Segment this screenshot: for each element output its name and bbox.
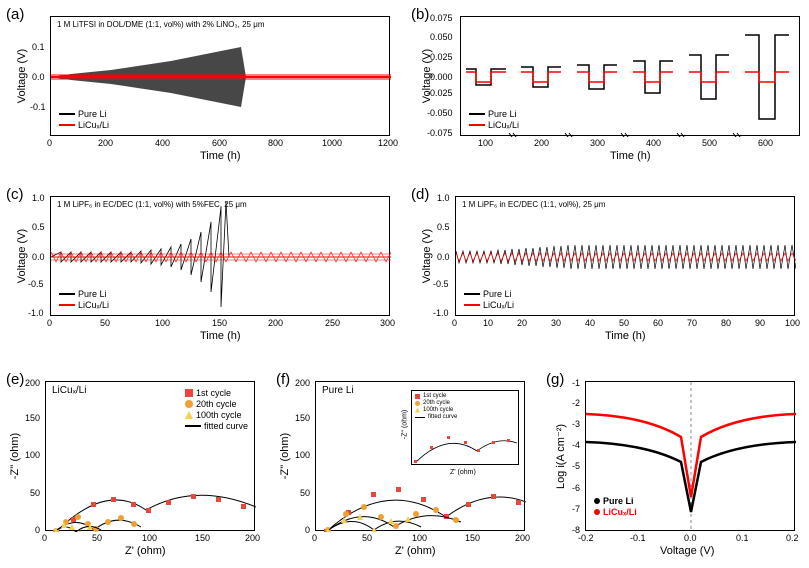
panel-a: (a) 1 M LiTFSI in DOL/DME (1:1, vol%) wi…: [0, 0, 400, 170]
xlabel-b: Time (h): [610, 150, 651, 162]
panel-c: (c) 1 M LiPF₆ in EC/DEC (1:1, vol%) with…: [0, 180, 400, 350]
xlabel-c: Time (h): [200, 330, 241, 342]
xlabel-f: Z' (ohm): [395, 545, 436, 557]
plot-area-b: Pure Li LiCuₓ/Li: [460, 16, 800, 136]
legend-g: Pure Li LiCuₓ/Li: [594, 496, 637, 518]
panel-f: (f) Pure Li 1st: [270, 365, 535, 565]
plot-area-d: 1 M LiPF₆ in EC/DEC (1:1, vol%), 25 μm P…: [455, 196, 795, 316]
panel-e: (e) LiCuₓ/Li 1st cycle 20th cycle 100th …: [0, 365, 265, 565]
ylabel-d: Voltage (V): [421, 229, 433, 283]
legend-d: Pure Li LiCuₓ/Li: [464, 289, 514, 311]
plot-area-c: 1 M LiPF₆ in EC/DEC (1:1, vol%) with 5%F…: [50, 196, 390, 316]
plot-area-e: LiCuₓ/Li 1st cycle 20th cycle 100th cycl…: [45, 381, 255, 531]
ylabel-c: Voltage (V): [16, 229, 28, 283]
panel-label-e: (e): [6, 371, 24, 388]
ylabel-a: Voltage (V): [16, 49, 28, 103]
panel-b: (b) Pure Li LiCuₓ/Li Voltage (V) Time (h…: [405, 0, 805, 170]
legend-a: Pure Li LiCuₓ/Li: [59, 109, 109, 131]
legend-b: Pure Li LiCuₓ/Li: [469, 109, 519, 131]
plot-area-g: Pure Li LiCuₓ/Li: [585, 381, 795, 531]
ylabel-e: -Z'' (ohm): [9, 433, 21, 479]
panel-label-b: (b): [411, 6, 429, 23]
annotation-d: 1 M LiPF₆ in EC/DEC (1:1, vol%), 25 μm: [462, 200, 605, 209]
xlabel-g: Voltage (V): [660, 545, 714, 557]
panel-label-a: (a): [6, 6, 24, 23]
ylabel-f: -Z'' (ohm): [279, 433, 291, 479]
inset-f: 1st cycle 20th cycle 100th cycle fitted …: [411, 390, 519, 465]
panel-g: (g) Pure Li LiCuₓ/Li Log i(A cm⁻²) Volta…: [540, 365, 805, 565]
legend-c: Pure Li LiCuₓ/Li: [59, 289, 109, 311]
xlabel-e: Z' (ohm): [125, 545, 166, 557]
panel-d: (d) 1 M LiPF₆ in EC/DEC (1:1, vol%), 25 …: [405, 180, 805, 350]
panel-label-f: (f): [276, 371, 290, 388]
annotation-c: 1 M LiPF₆ in EC/DEC (1:1, vol%) with 5%F…: [57, 200, 247, 209]
panel-label-d: (d): [411, 186, 429, 203]
panel-label-c: (c): [6, 186, 24, 203]
plot-area-f: Pure Li 1st cycle 20th cycle 100th cycle…: [315, 381, 525, 531]
plot-area-a: 1 M LiTFSI in DOL/DME (1:1, vol%) with 2…: [50, 16, 390, 136]
panel-title-e: LiCuₓ/Li: [52, 385, 86, 396]
legend-e: 1st cycle 20th cycle 100th cycle fitted …: [185, 388, 248, 432]
ylabel-g: Log i(A cm⁻²): [554, 424, 567, 489]
panel-label-g: (g): [546, 371, 564, 388]
panel-title-f: Pure Li: [322, 385, 354, 396]
annotation-a: 1 M LiTFSI in DOL/DME (1:1, vol%) with 2…: [57, 20, 264, 29]
xlabel-a: Time (h): [200, 150, 241, 162]
xlabel-d: Time (h): [605, 330, 646, 342]
